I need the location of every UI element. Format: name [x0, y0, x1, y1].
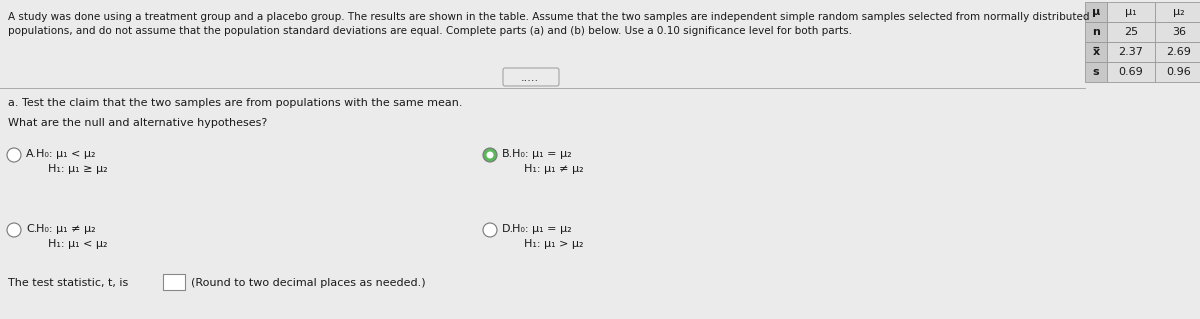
Circle shape — [7, 148, 22, 162]
Text: What are the null and alternative hypotheses?: What are the null and alternative hypoth… — [8, 118, 268, 128]
Text: μ₂: μ₂ — [1174, 7, 1184, 17]
Bar — [1085, 22, 1108, 42]
Text: C.: C. — [26, 224, 37, 234]
Text: s: s — [1093, 67, 1099, 77]
Circle shape — [482, 223, 497, 237]
Text: B.: B. — [502, 149, 514, 159]
Bar — [1108, 2, 1154, 22]
Text: x̅: x̅ — [1092, 47, 1099, 57]
Text: a. Test the claim that the two samples are from populations with the same mean.: a. Test the claim that the two samples a… — [8, 98, 462, 108]
Text: H₀: μ₁ ≠ μ₂: H₀: μ₁ ≠ μ₂ — [36, 224, 96, 234]
Bar — [1108, 42, 1154, 62]
Text: n: n — [1092, 27, 1100, 37]
Bar — [1154, 2, 1200, 22]
Text: D.: D. — [502, 224, 514, 234]
Bar — [1085, 42, 1108, 62]
Text: H₁: μ₁ < μ₂: H₁: μ₁ < μ₂ — [48, 239, 108, 249]
Bar — [1085, 62, 1108, 82]
FancyBboxPatch shape — [503, 68, 559, 86]
Text: H₁: μ₁ > μ₂: H₁: μ₁ > μ₂ — [524, 239, 583, 249]
Text: H₀: μ₁ = μ₂: H₀: μ₁ = μ₂ — [512, 149, 571, 159]
Text: A.: A. — [26, 149, 37, 159]
Text: H₁: μ₁ ≠ μ₂: H₁: μ₁ ≠ μ₂ — [524, 164, 583, 174]
Text: 2.37: 2.37 — [1118, 47, 1144, 57]
Bar — [1108, 62, 1154, 82]
Bar — [1154, 42, 1200, 62]
Text: H₀: μ₁ < μ₂: H₀: μ₁ < μ₂ — [36, 149, 96, 159]
Circle shape — [482, 148, 497, 162]
Text: H₀: μ₁ = μ₂: H₀: μ₁ = μ₂ — [512, 224, 571, 234]
Text: H₁: μ₁ ≥ μ₂: H₁: μ₁ ≥ μ₂ — [48, 164, 108, 174]
Text: populations, and do not assume that the population standard deviations are equal: populations, and do not assume that the … — [8, 26, 852, 36]
Text: 36: 36 — [1172, 27, 1186, 37]
Text: 0.69: 0.69 — [1118, 67, 1144, 77]
Circle shape — [486, 152, 493, 159]
Bar — [1154, 62, 1200, 82]
Bar — [163, 274, 185, 290]
Bar — [1085, 2, 1108, 22]
Text: The test statistic, t, is: The test statistic, t, is — [8, 278, 128, 288]
Text: A study was done using a treatment group and a placebo group. The results are sh: A study was done using a treatment group… — [8, 12, 1090, 22]
Text: 25: 25 — [1124, 27, 1138, 37]
Text: 0.96: 0.96 — [1166, 67, 1192, 77]
Text: μ₁: μ₁ — [1126, 7, 1136, 17]
Text: (Round to two decimal places as needed.): (Round to two decimal places as needed.) — [191, 278, 426, 288]
Text: .....: ..... — [521, 73, 539, 83]
Circle shape — [7, 223, 22, 237]
Text: μ: μ — [1092, 7, 1100, 17]
Text: 2.69: 2.69 — [1166, 47, 1192, 57]
Bar — [1154, 22, 1200, 42]
Bar — [1108, 22, 1154, 42]
